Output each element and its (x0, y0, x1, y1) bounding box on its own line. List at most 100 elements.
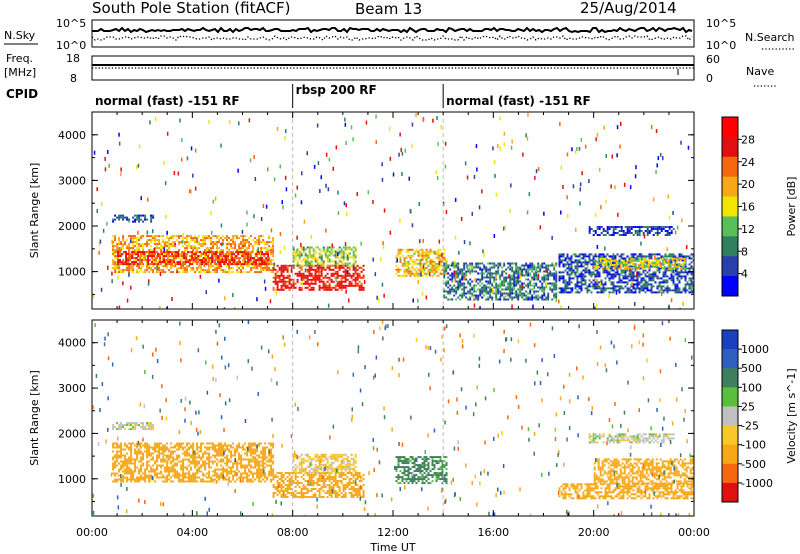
echo-cell (130, 450, 133, 453)
echo-cell (541, 282, 544, 285)
echo-cell (673, 263, 676, 266)
echo-cell (181, 255, 184, 258)
echo-cell (560, 287, 563, 290)
echo-cell (499, 276, 502, 279)
echo-cell (286, 268, 289, 271)
echo-cell (221, 251, 224, 254)
echo-cell (481, 292, 484, 295)
echo-cell (441, 272, 444, 275)
echo-cell (130, 454, 133, 457)
echo-cell (340, 276, 343, 279)
echo-cell (427, 254, 430, 257)
echo-cell (397, 266, 400, 269)
echo-cell (539, 286, 542, 289)
echo-cell (162, 460, 165, 463)
echo-cell (135, 253, 138, 256)
echo-cell (507, 276, 510, 279)
echo-cell (674, 255, 677, 258)
echo-cell (112, 442, 115, 445)
echo-cell (515, 264, 518, 267)
echo-cell (158, 239, 161, 242)
echo-cell (640, 253, 643, 256)
echo-cell (200, 269, 203, 272)
echo-cell (216, 245, 219, 248)
echo-cell (375, 114, 377, 119)
echo-cell (130, 237, 133, 240)
echo-cell (216, 247, 219, 250)
echo-cell (356, 282, 359, 285)
echo-cell (638, 281, 641, 284)
echo-cell (509, 208, 511, 213)
echo-cell (622, 234, 625, 236)
echo-cell (564, 285, 567, 288)
echo-cell (168, 241, 171, 244)
echo-cell (190, 239, 193, 242)
echo-cell (632, 287, 635, 290)
echo-cell (417, 262, 420, 265)
echo-cell (187, 251, 190, 254)
echo-cell (171, 255, 174, 258)
echo-cell (312, 286, 315, 289)
echo-cell (439, 248, 442, 251)
echo-cell (596, 285, 599, 288)
echo-cell (467, 280, 470, 283)
echo-cell (646, 232, 649, 234)
echo-cell (418, 202, 420, 206)
echo-cell (312, 288, 315, 291)
echo-cell (218, 267, 221, 270)
echo-cell (342, 284, 345, 287)
echo-cell (537, 262, 540, 265)
echo-cell (469, 262, 472, 265)
echo-cell (326, 288, 329, 291)
echo-cell (650, 279, 653, 282)
echo-cell (212, 265, 215, 268)
echo-cell (137, 230, 139, 235)
echo-cell (140, 464, 143, 467)
echo-cell (152, 214, 155, 217)
echo-cell (254, 177, 257, 181)
echo-cell (619, 144, 621, 149)
echo-cell (678, 253, 681, 256)
echo-cell (112, 259, 115, 262)
echo-cell (433, 250, 436, 253)
echo-cell (332, 166, 334, 171)
echo-cell (272, 245, 275, 248)
echo-cell (482, 249, 484, 254)
echo-cell (182, 241, 185, 244)
echo-cell (623, 267, 626, 270)
echo-cell (395, 264, 398, 267)
echo-cell (558, 275, 561, 278)
echo-cell (124, 460, 127, 463)
echo-cell (537, 270, 540, 273)
echo-cell (350, 256, 353, 259)
echo-cell (147, 281, 150, 286)
echo-cell (286, 266, 289, 269)
echo-cell (485, 280, 488, 283)
echo-cell (636, 279, 639, 282)
echo-cell (198, 267, 201, 270)
echo-cell (644, 273, 647, 276)
echo-cell (572, 271, 575, 274)
echo-cell (328, 157, 331, 162)
echo-cell (533, 296, 536, 299)
echo-cell (455, 280, 458, 283)
echo-cell (204, 468, 207, 471)
echo-cell (342, 256, 345, 259)
echo-cell (158, 450, 161, 453)
echo-cell (118, 478, 121, 481)
echo-cell (656, 228, 659, 230)
echo-cell (670, 298, 673, 303)
noise-sky-series (92, 26, 693, 34)
echo-cell (628, 275, 631, 278)
echo-cell (619, 265, 622, 268)
echo-cell (114, 237, 117, 240)
echo-cell (634, 302, 636, 307)
echo-cell (570, 291, 573, 294)
echo-cell (240, 265, 243, 268)
echo-cell (634, 174, 637, 179)
echo-cell (112, 263, 115, 266)
echo-cell (284, 282, 287, 285)
echo-cell (198, 235, 201, 238)
echo-cell (114, 218, 117, 221)
echo-cell (256, 271, 259, 274)
